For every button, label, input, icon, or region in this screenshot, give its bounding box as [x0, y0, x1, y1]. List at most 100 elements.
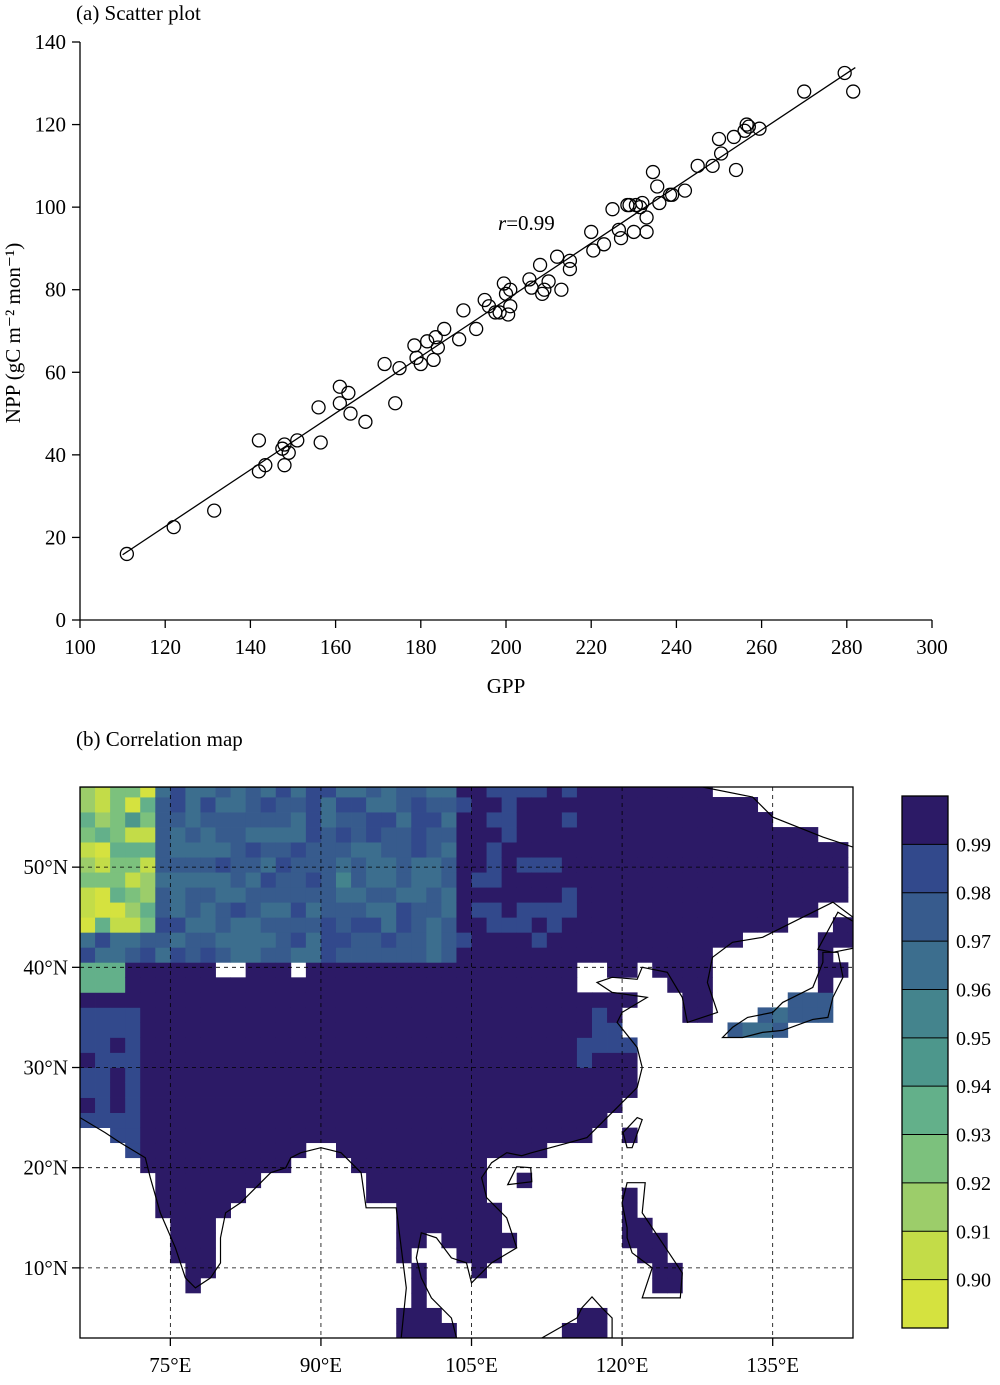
- map-cell: [546, 887, 563, 903]
- map-cell: [411, 932, 427, 948]
- map-cell: [667, 1277, 683, 1294]
- map-cell: [576, 1322, 593, 1338]
- map-cell: [411, 1142, 427, 1159]
- map-cell: [516, 1022, 533, 1038]
- map-cell: [200, 872, 216, 888]
- map-cell: [275, 977, 292, 993]
- map-cell: [155, 1127, 171, 1144]
- map-cell: [95, 1052, 111, 1068]
- map-cell: [516, 827, 533, 843]
- map-cell: [290, 857, 307, 873]
- map-cell: [516, 947, 533, 963]
- map-cell: [697, 992, 713, 1008]
- map-cell: [471, 797, 487, 813]
- map-cell: [140, 1097, 156, 1113]
- map-cell: [531, 1082, 548, 1098]
- map-cell: [501, 1127, 518, 1144]
- coastline: [540, 1296, 613, 1338]
- map-cell: [320, 977, 337, 993]
- map-cell: [561, 857, 578, 873]
- map-cell: [591, 917, 608, 933]
- map-cell: [441, 1127, 457, 1144]
- map-cell: [215, 947, 231, 963]
- map-cell: [471, 887, 487, 903]
- map-cell: [456, 917, 472, 933]
- map-cell: [80, 947, 96, 963]
- map-cell: [155, 1052, 171, 1068]
- map-cell: [441, 1202, 457, 1219]
- map-cell: [471, 977, 487, 993]
- map-cell: [185, 827, 201, 843]
- map-cell: [260, 1157, 277, 1174]
- map-cell: [637, 932, 653, 948]
- map-cell: [607, 1052, 623, 1068]
- map-cell: [170, 872, 186, 888]
- map-cell: [185, 992, 201, 1008]
- map-cell: [110, 992, 126, 1008]
- map-cell: [652, 842, 668, 858]
- map-cell: [396, 1112, 412, 1129]
- map-cell: [787, 887, 804, 903]
- map-cell: [290, 842, 307, 858]
- map-cell: [426, 857, 442, 873]
- map-cell: [170, 992, 186, 1008]
- map-cell: [230, 932, 247, 948]
- map-cell: [200, 1217, 216, 1234]
- map-cell: [200, 1172, 216, 1189]
- map-cell: [682, 917, 698, 933]
- map-cell: [260, 1142, 277, 1159]
- map-cell: [335, 962, 352, 978]
- map-cell: [576, 787, 593, 798]
- map-cell: [200, 842, 216, 858]
- map-cell: [245, 1052, 262, 1068]
- map-cell: [185, 1112, 201, 1129]
- map-cell: [185, 977, 201, 993]
- y-axis-title: NPP (gC m⁻² mon⁻¹): [1, 243, 25, 423]
- map-cell: [682, 962, 698, 978]
- map-cell: [486, 932, 503, 948]
- map-cell: [561, 1007, 578, 1023]
- map-cell: [185, 1127, 201, 1144]
- map-cell: [200, 932, 216, 948]
- map-cell: [95, 842, 111, 858]
- map-cell: [335, 857, 352, 873]
- map-cell: [305, 872, 322, 888]
- map-cell: [80, 1067, 96, 1083]
- map-cell: [817, 977, 834, 993]
- map-cell: [456, 1157, 472, 1174]
- map-cell: [411, 977, 427, 993]
- map-cell: [320, 812, 337, 828]
- map-cell: [155, 1187, 171, 1204]
- map-cell: [396, 1232, 412, 1249]
- map-cell: [275, 932, 292, 948]
- colorbar-swatch: [902, 1279, 948, 1329]
- map-cell: [170, 787, 186, 798]
- map-cell: [185, 1247, 201, 1264]
- map-cell: [441, 797, 457, 813]
- map-cell: [757, 887, 774, 903]
- map-cell: [110, 787, 126, 798]
- map-cell: [441, 977, 457, 993]
- map-cell: [366, 1127, 382, 1144]
- map-cell: [591, 992, 608, 1008]
- map-cell: [817, 857, 834, 873]
- x-tick-label: 180: [405, 635, 437, 659]
- map-cell: [366, 1007, 382, 1023]
- map-cell: [140, 1007, 156, 1023]
- map-cell: [140, 1112, 156, 1129]
- map-cell: [426, 902, 442, 918]
- map-cell: [441, 1097, 457, 1113]
- map-cell: [652, 887, 668, 903]
- map-cell: [140, 872, 156, 888]
- scatter-point: [626, 224, 641, 240]
- map-cell: [230, 1157, 247, 1174]
- map-cell: [697, 887, 713, 903]
- scatter-point: [392, 361, 407, 376]
- map-cell: [591, 872, 608, 888]
- map-cell: [140, 992, 156, 1008]
- map-cell: [396, 1172, 412, 1189]
- map-cell: [335, 1052, 352, 1068]
- map-cell: [576, 1007, 593, 1023]
- map-cell: [501, 947, 518, 963]
- map-cell: [260, 1097, 277, 1113]
